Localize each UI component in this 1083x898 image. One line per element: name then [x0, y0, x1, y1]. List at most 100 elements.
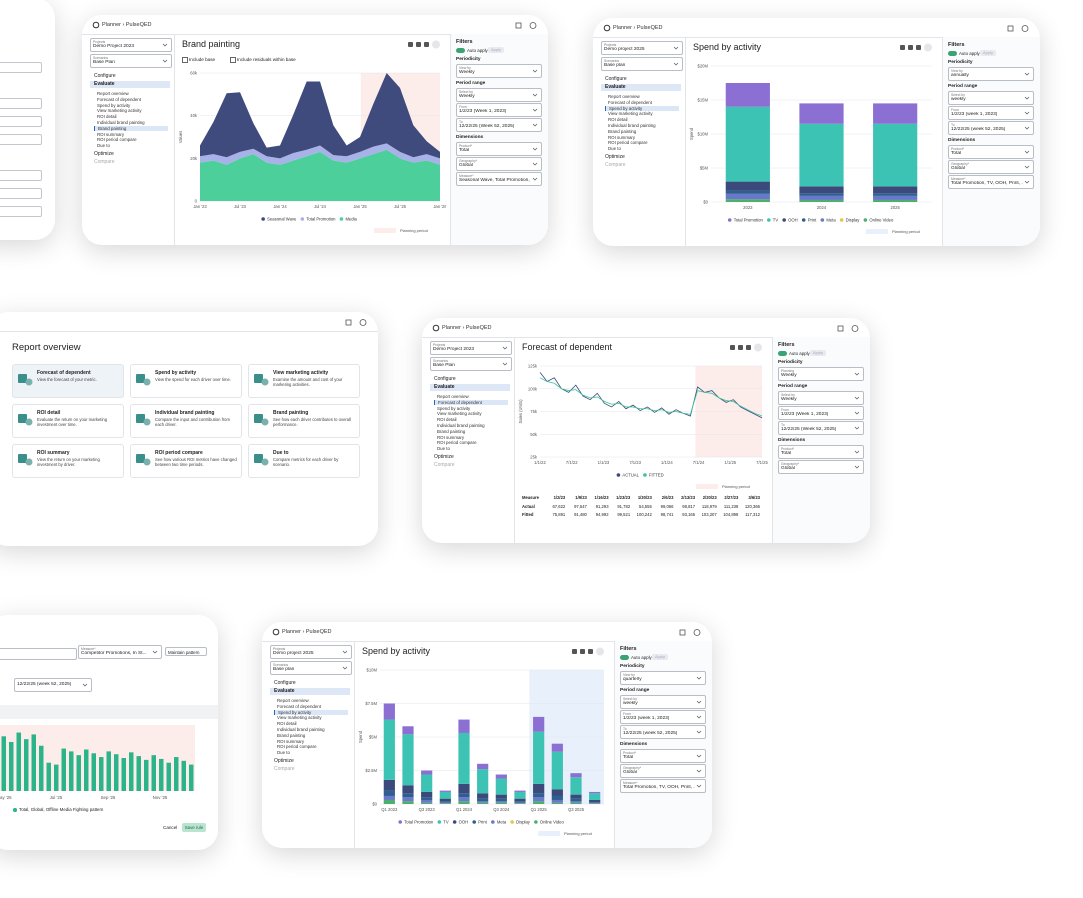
bar-segment — [799, 103, 844, 124]
nav-item: Forecast of dependent — [608, 99, 652, 105]
select-field: Planning Weekly — [778, 367, 864, 381]
chevron-icon — [532, 177, 538, 181]
legend-label: Seasonal Wave — [267, 217, 297, 222]
field-label: Scenarios — [273, 662, 289, 667]
field-label: To — [459, 119, 463, 124]
tile-desc: See how each driver contributes to overa… — [273, 417, 351, 427]
table-cell: 99,521 — [617, 512, 631, 517]
breadcrumb: Planner › PulseQED — [442, 325, 492, 331]
divider — [593, 37, 1040, 38]
field-value: Global — [781, 466, 795, 471]
chevron — [696, 715, 702, 719]
chevron — [1024, 96, 1030, 100]
field-value: Total Promotion, TV, OOH, Print, ... — [623, 785, 695, 790]
bar-segment — [458, 797, 470, 802]
nav-configure: Configure — [605, 76, 627, 82]
x-tick-label: Jan '23 — [193, 204, 207, 209]
nav-item: Forecast of dependent — [97, 96, 141, 102]
toolbar-icon — [408, 42, 413, 47]
bar-segment — [514, 790, 526, 792]
icon-shape — [18, 454, 27, 463]
chevron-icon — [532, 69, 538, 73]
tile-desc: View the forecast of your metric. — [37, 377, 97, 382]
bar-segment — [477, 769, 489, 794]
field-label: Measure* — [459, 173, 474, 178]
bar — [39, 745, 44, 791]
nav-item: ROI detail — [437, 417, 457, 423]
chevron-icon — [854, 450, 860, 454]
bar-segment — [589, 802, 601, 804]
legend-swatch — [339, 217, 344, 221]
bar-segment — [725, 193, 770, 200]
nav-item: Report overview — [437, 394, 469, 399]
toggle — [456, 48, 465, 53]
bar-segment — [799, 193, 844, 196]
table-cell: 111,238 — [723, 504, 739, 509]
bar-segment — [570, 802, 582, 804]
apply-button: Apply — [652, 654, 668, 660]
bar-segment — [533, 716, 545, 732]
field-value: Base Plan — [433, 363, 455, 368]
table-cell: 93,165 — [682, 512, 696, 517]
table-cell: 91,293 — [595, 504, 609, 509]
field-value: 12/22/25 (week 52, 2025) — [623, 731, 678, 736]
bar-segment — [514, 801, 526, 803]
table-header: 2/13/23 — [681, 495, 696, 500]
field-label: Projects — [273, 646, 286, 651]
field-label: View by — [459, 65, 471, 70]
bar-segment — [421, 799, 433, 803]
chevron — [696, 700, 702, 704]
card: Planner › PulseQED Projects Demo project 2… — [262, 622, 712, 848]
header-icons — [837, 325, 859, 332]
x-tick-label: Nov '25 — [153, 795, 168, 800]
filters-title: Filters — [620, 646, 637, 652]
x-tick-label: May '25 — [0, 795, 12, 800]
divider — [422, 337, 870, 338]
y-tick-label: $10M — [698, 132, 709, 137]
field-value: weekly — [623, 701, 638, 706]
select-field — [0, 98, 42, 109]
auto-apply-label: Auto apply — [631, 654, 652, 660]
logo-mark — [92, 21, 100, 29]
chevron — [532, 177, 538, 181]
nav-compare: Compare — [94, 159, 115, 165]
filters-title: Filters — [456, 39, 473, 45]
nav-item: Report overview — [608, 94, 640, 99]
chevron — [1024, 126, 1030, 130]
legend-label: Online Video — [540, 820, 565, 825]
field-value: 1/2/23 (week 1, 2023) — [951, 112, 998, 117]
icon-shape — [136, 374, 145, 383]
planning-legend — [866, 229, 888, 234]
chevron-icon — [673, 46, 679, 50]
field-label: Product* — [951, 146, 965, 151]
area — [200, 73, 440, 159]
legend: Total Promotion TV OOH Print Meta Display Onli… — [727, 218, 894, 223]
legend-swatch — [801, 218, 806, 222]
legend-swatch — [472, 820, 477, 824]
select-field: Scenarios Base plan — [270, 661, 352, 675]
table-cell: 99,066 — [660, 504, 674, 509]
y-tick-label: $15M — [698, 98, 709, 103]
select-field: Scenarios Base plan — [601, 57, 683, 71]
select-field — [0, 170, 42, 181]
chart: 0 20k 40k 60k Values Jan '23 Jul '23 Jan '24 Jul… — [178, 71, 446, 222]
bar-segment — [439, 801, 451, 803]
select-field: Product* Total — [620, 749, 706, 763]
table-cell: 75,891 — [552, 512, 566, 517]
bar-segment — [495, 798, 507, 802]
y-tick-label: 75k — [530, 409, 538, 414]
bar — [151, 755, 156, 791]
toggle — [778, 351, 787, 356]
area — [200, 143, 440, 165]
bar-segment — [533, 797, 545, 802]
legend-label: Total Promotion — [306, 217, 336, 222]
legend-label: Display — [846, 218, 861, 223]
nav-item: Brand painting — [608, 128, 637, 134]
legend-swatch — [261, 217, 265, 221]
table-cell: 104,898 — [723, 512, 739, 517]
toolbar-icons — [900, 43, 932, 52]
sidebar-border — [685, 37, 686, 246]
field-value: Demo Project 2023 — [93, 44, 135, 49]
select-field — [0, 648, 77, 660]
y-tick-label: $5M — [369, 735, 378, 740]
